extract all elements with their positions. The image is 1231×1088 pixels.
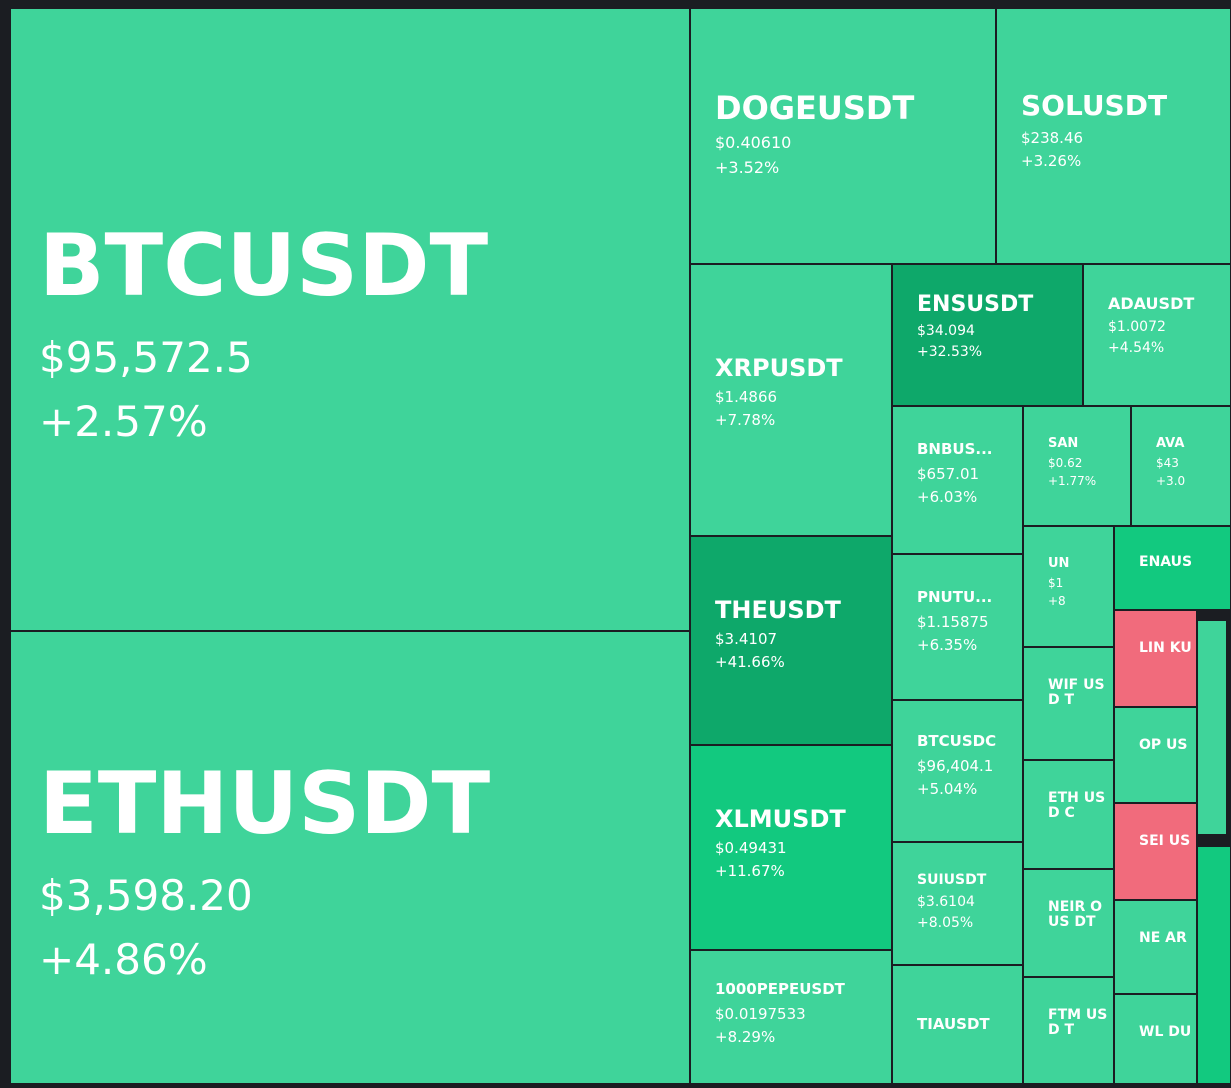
tile-symbol: PNUTU... (917, 588, 993, 606)
tile-change: +3.52% (715, 158, 780, 178)
tile-price: $43 (1156, 456, 1179, 471)
tile-price: $657.01 (917, 464, 980, 483)
heatmap-tile[interactable] (1197, 620, 1227, 835)
tile-symbol: ETHUSDT (39, 754, 491, 854)
tile-change: +2.57% (39, 396, 208, 446)
heatmap-tile[interactable]: PNUTU... $1.15875 +6.35% (892, 554, 1023, 700)
tile-change: +1.77% (1048, 474, 1097, 489)
tile-price: $238.46 (1021, 128, 1084, 147)
tile-price: $1.0072 (1108, 318, 1166, 335)
tile-symbol: NE AR (1139, 930, 1187, 946)
heatmap-tile[interactable]: THEUSDT $3.4107 +41.66% (690, 536, 892, 745)
tile-symbol: ADAUSDT (1108, 294, 1195, 313)
tile-symbol: FTM USD T (1048, 1007, 1108, 1038)
tile-symbol: SOLUSDT (1021, 89, 1168, 122)
heatmap-tile[interactable]: SOLUSDT $238.46 +3.26% (996, 8, 1231, 264)
tile-symbol: LIN KU (1139, 640, 1192, 656)
tile-symbol: THEUSDT (715, 596, 841, 624)
heatmap-tile[interactable]: NE AR (1114, 900, 1197, 994)
tile-symbol: WIF USD T (1048, 677, 1105, 708)
tile-symbol: OP US (1139, 737, 1188, 753)
heatmap-tile[interactable]: SEI US (1114, 803, 1197, 900)
heatmap-tile[interactable]: 1000PEPEUSDT $0.0197533 +8.29% (690, 950, 892, 1084)
tile-change: +8.29% (715, 1027, 776, 1046)
heatmap-tile[interactable]: SUIUSDT $3.6104 +8.05% (892, 842, 1023, 965)
tile-price: $3,598.20 (39, 870, 253, 920)
heatmap-tile[interactable]: OP US (1114, 707, 1197, 803)
tile-symbol: ENSUSDT (917, 292, 1034, 317)
tile-change: +4.86% (39, 934, 208, 984)
heatmap-tile[interactable]: ETH USD C (1023, 760, 1114, 869)
heatmap-tile[interactable]: DOGEUSDT $0.40610 +3.52% (690, 8, 996, 264)
tile-change: +3.0 (1156, 474, 1186, 489)
heatmap-tile[interactable]: AVA $43 +3.0 (1131, 406, 1231, 526)
tile-price: $0.40610 (715, 133, 792, 153)
heatmap-tile[interactable]: SAN $0.62 +1.77% (1023, 406, 1131, 526)
tile-price: $0.0197533 (715, 1004, 806, 1023)
heatmap-tile[interactable]: WL DU (1114, 994, 1197, 1084)
tile-symbol: BTCUSDT (39, 216, 489, 316)
heatmap-tile[interactable]: UN $1 +8 (1023, 526, 1114, 647)
heatmap-tile[interactable]: BNBUS... $657.01 +6.03% (892, 406, 1023, 554)
tile-price: $1.4866 (715, 388, 778, 407)
tile-change: +7.78% (715, 411, 776, 430)
tile-change: +11.67% (715, 862, 785, 881)
tile-change: +32.53% (917, 344, 983, 361)
heatmap-tile[interactable]: BTCUSDT $95,572.5 +2.57% (10, 8, 690, 631)
heatmap-tile[interactable]: XRPUSDT $1.4866 +7.78% (690, 264, 892, 536)
heatmap-tile[interactable]: WIF USD T (1023, 647, 1114, 760)
tile-symbol: TIAUSDT (917, 1015, 990, 1033)
tile-symbol: XLMUSDT (715, 805, 846, 833)
heatmap-tile[interactable]: ETHUSDT $3,598.20 +4.86% (10, 631, 690, 1084)
tile-price: $3.6104 (917, 894, 975, 911)
tile-price: $3.4107 (715, 630, 778, 649)
tile-change: +6.03% (917, 487, 978, 506)
heatmap-tile[interactable]: NEIR OUS DT (1023, 869, 1114, 977)
tile-price: $1 (1048, 576, 1064, 591)
tile-symbol: WL DU (1139, 1024, 1192, 1040)
tile-change: +5.04% (917, 779, 978, 798)
heatmap-tile[interactable]: FTM USD T (1023, 977, 1114, 1084)
tile-symbol: NEIR OUS DT (1048, 899, 1103, 930)
tile-price: $34.094 (917, 323, 975, 340)
tile-symbol: SEI US (1139, 833, 1191, 849)
heatmap-tile[interactable]: ENAUS (1114, 526, 1231, 610)
tile-symbol: AVA (1156, 436, 1185, 451)
tile-symbol: XRPUSDT (715, 354, 843, 382)
tile-change: +4.54% (1108, 339, 1165, 356)
tile-change: +6.35% (917, 635, 978, 654)
tile-change: +3.26% (1021, 151, 1082, 170)
tile-symbol: ENAUS (1139, 554, 1193, 570)
tile-price: $96,404.1 (917, 756, 994, 775)
tile-symbol: SUIUSDT (917, 872, 987, 888)
tile-symbol: BNBUS... (917, 440, 993, 458)
heatmap-tile[interactable]: ADAUSDT $1.0072 +4.54% (1083, 264, 1231, 406)
tile-price: $0.62 (1048, 456, 1083, 471)
tile-symbol: 1000PEPEUSDT (715, 980, 845, 998)
tile-price: $95,572.5 (39, 332, 253, 382)
tile-price: $0.49431 (715, 839, 787, 858)
heatmap-tile[interactable]: XLMUSDT $0.49431 +11.67% (690, 745, 892, 950)
heatmap-tile[interactable]: LIN KU (1114, 610, 1197, 707)
tile-symbol: UN (1048, 556, 1070, 571)
tile-change: +41.66% (715, 653, 785, 672)
heatmap-tile[interactable] (1197, 846, 1231, 1084)
tile-symbol: BTCUSDC (917, 732, 997, 750)
tile-symbol: ETH USD C (1048, 790, 1106, 821)
tile-change: +8 (1048, 594, 1066, 609)
tile-price: $1.15875 (917, 612, 989, 631)
heatmap-tile[interactable]: TIAUSDT (892, 965, 1023, 1084)
tile-symbol: DOGEUSDT (715, 89, 915, 127)
tile-change: +8.05% (917, 915, 974, 932)
heatmap-tile[interactable]: BTCUSDC $96,404.1 +5.04% (892, 700, 1023, 842)
heatmap-tile[interactable]: ENSUSDT $34.094 +32.53% (892, 264, 1083, 406)
tile-symbol: SAN (1048, 436, 1079, 451)
